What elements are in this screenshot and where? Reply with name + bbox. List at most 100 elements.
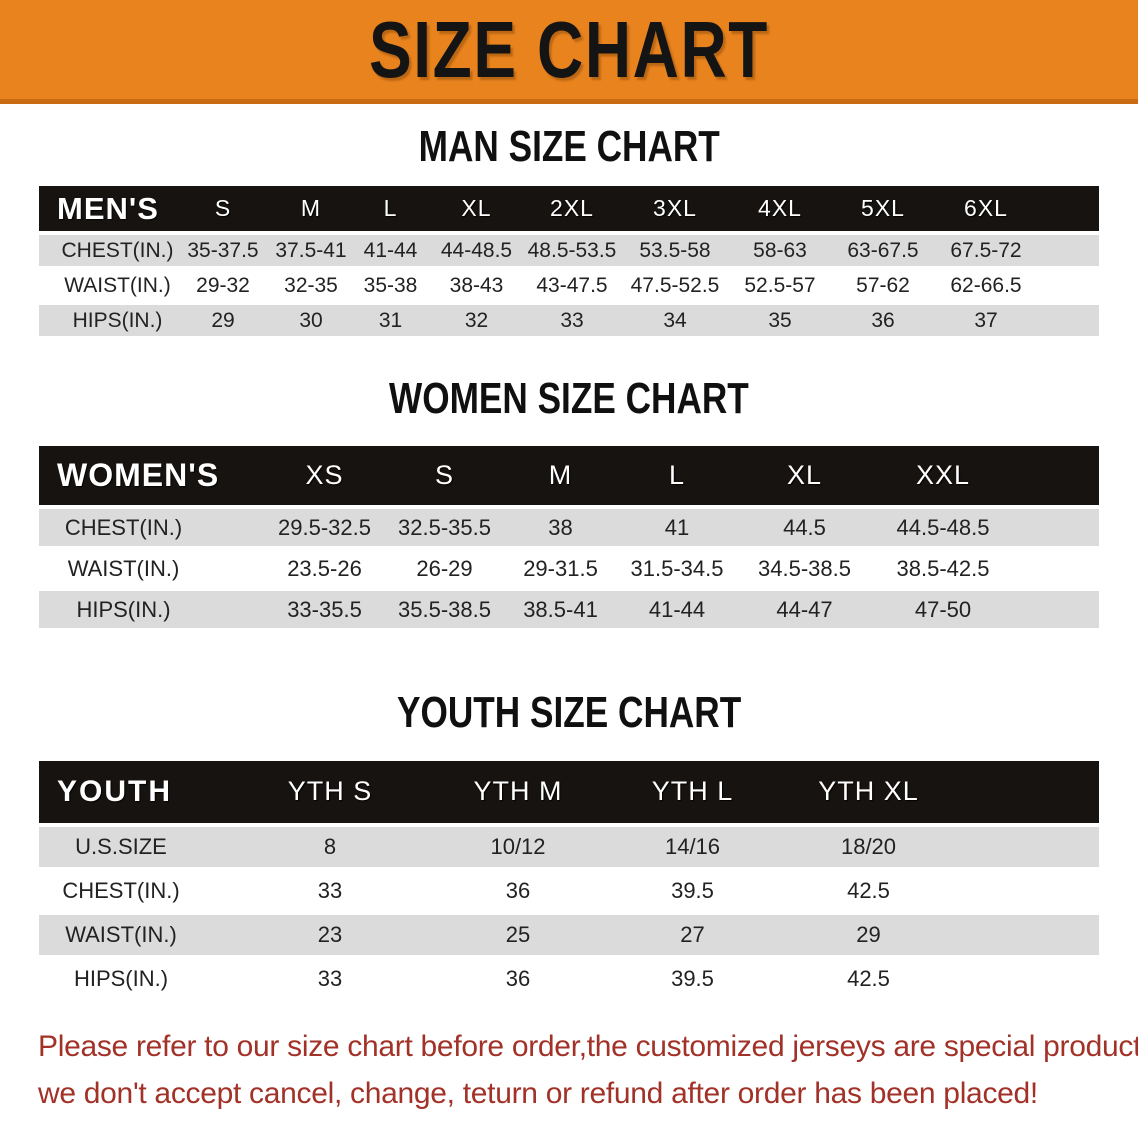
men-header-filler [1038, 186, 1099, 232]
filler-cell [1014, 550, 1099, 588]
women-hips-row: HIPS(IN.) 33-35.5 35.5-38.5 38.5-41 41-4… [39, 591, 1099, 629]
men-section-title: MAN SIZE CHART [0, 123, 1138, 170]
youth-chest-row: CHEST(IN.) 33 36 39.5 42.5 [39, 870, 1099, 911]
size-value-cell: 38 [504, 509, 617, 547]
women-section-title: WOMEN SIZE CHART [0, 374, 1138, 424]
row-label: HIPS(IN.) [39, 305, 174, 337]
youth-col-header-yth-s: YTH S [229, 760, 431, 823]
size-value-cell: 44-47 [737, 591, 872, 629]
men-table-group-label: MEN'S [39, 186, 174, 232]
size-value-cell: 39.5 [605, 958, 780, 999]
size-value-cell: 43-47.5 [522, 270, 622, 302]
youth-waist-row: WAIST(IN.) 23 25 27 29 [39, 914, 1099, 955]
men-col-header-4xl: 4XL [728, 186, 832, 232]
men-col-header-2xl: 2XL [522, 186, 622, 232]
size-value-cell: 29-31.5 [504, 550, 617, 588]
size-value-cell: 30 [272, 305, 350, 337]
size-value-cell: 32 [431, 305, 522, 337]
filler-cell [957, 870, 1099, 911]
row-label: HIPS(IN.) [39, 958, 229, 999]
youth-size-table: YOUTH YTH S YTH M YTH L YTH XL U.S.SIZE … [39, 757, 1099, 1003]
disclaimer-line-1: Please refer to our size chart before or… [38, 1029, 1138, 1063]
men-col-header-s: S [174, 186, 272, 232]
filler-cell [1014, 509, 1099, 547]
size-value-cell: 41 [617, 509, 737, 547]
row-label: U.S.SIZE [39, 826, 229, 867]
youth-col-header-yth-xl: YTH XL [780, 760, 957, 823]
women-size-table: WOMEN'S XS S M L XL XXL CHEST(IN.) 29.5-… [39, 442, 1099, 632]
filler-cell [1038, 305, 1099, 337]
men-col-header-l: L [350, 186, 431, 232]
size-value-cell: 41-44 [617, 591, 737, 629]
filler-cell [1038, 270, 1099, 302]
size-value-cell: 36 [832, 305, 934, 337]
size-value-cell: 57-62 [832, 270, 934, 302]
size-value-cell: 36 [431, 870, 605, 911]
filler-cell [957, 914, 1099, 955]
men-size-table: MEN'S S M L XL 2XL 3XL 4XL 5XL 6XL CHEST… [39, 182, 1099, 340]
size-value-cell: 8 [229, 826, 431, 867]
size-value-cell: 25 [431, 914, 605, 955]
filler-cell [1038, 235, 1099, 267]
youth-section-title-text: YOUTH SIZE CHART [396, 688, 742, 738]
women-section-title-text: WOMEN SIZE CHART [389, 374, 749, 424]
banner: SIZE CHART [0, 0, 1138, 104]
filler-cell [1014, 591, 1099, 629]
row-label: CHEST(IN.) [39, 509, 264, 547]
size-value-cell: 47-50 [872, 591, 1014, 629]
row-label: CHEST(IN.) [39, 235, 174, 267]
women-col-header-l: L [617, 446, 737, 506]
size-value-cell: 53.5-58 [622, 235, 728, 267]
size-value-cell: 67.5-72 [934, 235, 1038, 267]
row-label: HIPS(IN.) [39, 591, 264, 629]
size-value-cell: 23 [229, 914, 431, 955]
size-value-cell: 42.5 [780, 870, 957, 911]
women-col-header-m: M [504, 446, 617, 506]
size-value-cell: 33 [522, 305, 622, 337]
men-col-header-xl: XL [431, 186, 522, 232]
size-value-cell: 10/12 [431, 826, 605, 867]
men-col-header-6xl: 6XL [934, 186, 1038, 232]
size-value-cell: 39.5 [605, 870, 780, 911]
row-label: WAIST(IN.) [39, 914, 229, 955]
youth-hips-row: HIPS(IN.) 33 36 39.5 42.5 [39, 958, 1099, 999]
youth-us-size-row: U.S.SIZE 8 10/12 14/16 18/20 [39, 826, 1099, 867]
size-value-cell: 35-38 [350, 270, 431, 302]
women-chest-row: CHEST(IN.) 29.5-32.5 32.5-35.5 38 41 44.… [39, 509, 1099, 547]
size-value-cell: 48.5-53.5 [522, 235, 622, 267]
size-value-cell: 33 [229, 870, 431, 911]
women-col-header-xxl: XXL [872, 446, 1014, 506]
youth-col-header-yth-l: YTH L [605, 760, 780, 823]
youth-table-header-row: YOUTH YTH S YTH M YTH L YTH XL [39, 760, 1099, 823]
women-col-header-s: S [385, 446, 504, 506]
men-table-header-row: MEN'S S M L XL 2XL 3XL 4XL 5XL 6XL [39, 186, 1099, 232]
size-value-cell: 38-43 [431, 270, 522, 302]
filler-cell [957, 958, 1099, 999]
size-value-cell: 34.5-38.5 [737, 550, 872, 588]
men-hips-row: HIPS(IN.) 29 30 31 32 33 34 35 36 37 [39, 305, 1099, 337]
size-value-cell: 23.5-26 [264, 550, 385, 588]
size-value-cell: 36 [431, 958, 605, 999]
filler-cell [957, 826, 1099, 867]
size-value-cell: 35-37.5 [174, 235, 272, 267]
size-value-cell: 18/20 [780, 826, 957, 867]
size-value-cell: 47.5-52.5 [622, 270, 728, 302]
row-label: WAIST(IN.) [39, 550, 264, 588]
size-value-cell: 31.5-34.5 [617, 550, 737, 588]
youth-table-group-label: YOUTH [39, 760, 229, 823]
size-value-cell: 33 [229, 958, 431, 999]
size-value-cell: 62-66.5 [934, 270, 1038, 302]
size-value-cell: 29.5-32.5 [264, 509, 385, 547]
size-value-cell: 35.5-38.5 [385, 591, 504, 629]
men-col-header-m: M [272, 186, 350, 232]
size-value-cell: 33-35.5 [264, 591, 385, 629]
women-section: WOMEN SIZE CHART WOMEN'S XS S M L XL XXL [0, 374, 1138, 632]
size-value-cell: 38.5-41 [504, 591, 617, 629]
youth-header-filler [957, 760, 1099, 823]
men-col-header-3xl: 3XL [622, 186, 728, 232]
row-label: WAIST(IN.) [39, 270, 174, 302]
size-value-cell: 42.5 [780, 958, 957, 999]
youth-section: YOUTH SIZE CHART YOUTH YTH S YTH M YTH L… [0, 690, 1138, 1002]
size-value-cell: 38.5-42.5 [872, 550, 1014, 588]
size-value-cell: 14/16 [605, 826, 780, 867]
